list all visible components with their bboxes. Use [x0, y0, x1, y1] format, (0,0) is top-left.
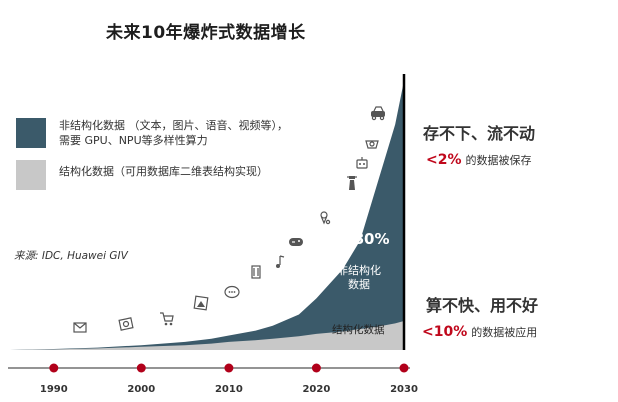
- callout-compute-percent: <10%: [422, 324, 468, 340]
- x-tick-marker-2000: [136, 363, 146, 373]
- x-tick-marker-2010: [224, 363, 234, 373]
- legend-text-structured: 结构化数据（可用数据库二维表结构实现）: [59, 165, 268, 178]
- callout-storage-heading: 存不下、流不动: [423, 124, 536, 143]
- legend-unstructured-line2: 需要 GPU、NPU等多样性算力: [59, 134, 208, 147]
- x-axis-ticks: 1990 2000 2010 2020 2030: [40, 363, 418, 395]
- unstructured-area-label-1: 非结构化: [337, 263, 381, 277]
- callout-storage-desc: 的数据被保存: [465, 154, 532, 167]
- callout-storage-text: <2% 的数据被保存: [426, 152, 532, 168]
- x-tick-label-2010: 2010: [215, 384, 243, 395]
- x-tick-marker-1990: [49, 363, 59, 373]
- camera-icon: [365, 140, 379, 149]
- callout-compute-desc: 的数据被应用: [471, 326, 538, 339]
- x-tick-label-1990: 1990: [40, 384, 68, 395]
- icon-trail: [73, 106, 385, 333]
- film-icon: [251, 265, 261, 279]
- callout-storage-percent: <2%: [426, 152, 462, 168]
- car-icon: [371, 106, 385, 121]
- unstructured-share-label: >80%: [341, 230, 389, 248]
- legend-item-structured: 结构化数据（可用数据库二维表结构实现）: [16, 160, 268, 190]
- gamepad-icon: [289, 238, 303, 246]
- legend-swatch-structured: [16, 160, 46, 190]
- unstructured-area-label-2: 数据: [348, 277, 370, 291]
- callout-compute-heading: 算不快、用不好: [426, 296, 539, 315]
- x-tick-label-2020: 2020: [302, 384, 330, 395]
- x-tick-label-2000: 2000: [127, 384, 155, 395]
- area-unstructured: [10, 80, 404, 351]
- x-tick-marker-2030: [399, 363, 409, 373]
- legend-text-unstructured: 非结构化数据 （文本，图片、语音、视频等）， 需要 GPU、NPU等多样性算力: [59, 118, 288, 148]
- legend-swatch-unstructured: [16, 118, 46, 148]
- robot-icon: [356, 157, 368, 169]
- structured-area-label: 结构化数据: [332, 323, 385, 336]
- shopping-cart-icon: [160, 312, 174, 326]
- chart-title: 未来10年爆炸式数据增长: [106, 23, 306, 43]
- mail-icon: [73, 322, 87, 333]
- area-structured: [10, 321, 404, 350]
- x-tick-label-2030: 2030: [390, 384, 418, 395]
- photo-icon: [118, 317, 134, 331]
- chart-areas: [10, 80, 404, 351]
- legend-item-unstructured: 非结构化数据 （文本，图片、语音、视频等）， 需要 GPU、NPU等多样性算力: [16, 118, 288, 148]
- source-note: 来源: IDC, Huawei GIV: [14, 250, 128, 262]
- lighthouse-icon: [347, 176, 357, 190]
- chat-icon: [224, 285, 240, 299]
- location-icon: [320, 211, 331, 225]
- music-icon: [276, 255, 285, 268]
- legend-unstructured-line1: 非结构化数据 （文本，图片、语音、视频等），: [59, 119, 288, 132]
- callout-compute-text: <10% 的数据被应用: [422, 324, 537, 340]
- picture-icon: [193, 295, 209, 311]
- x-tick-marker-2020: [311, 363, 321, 373]
